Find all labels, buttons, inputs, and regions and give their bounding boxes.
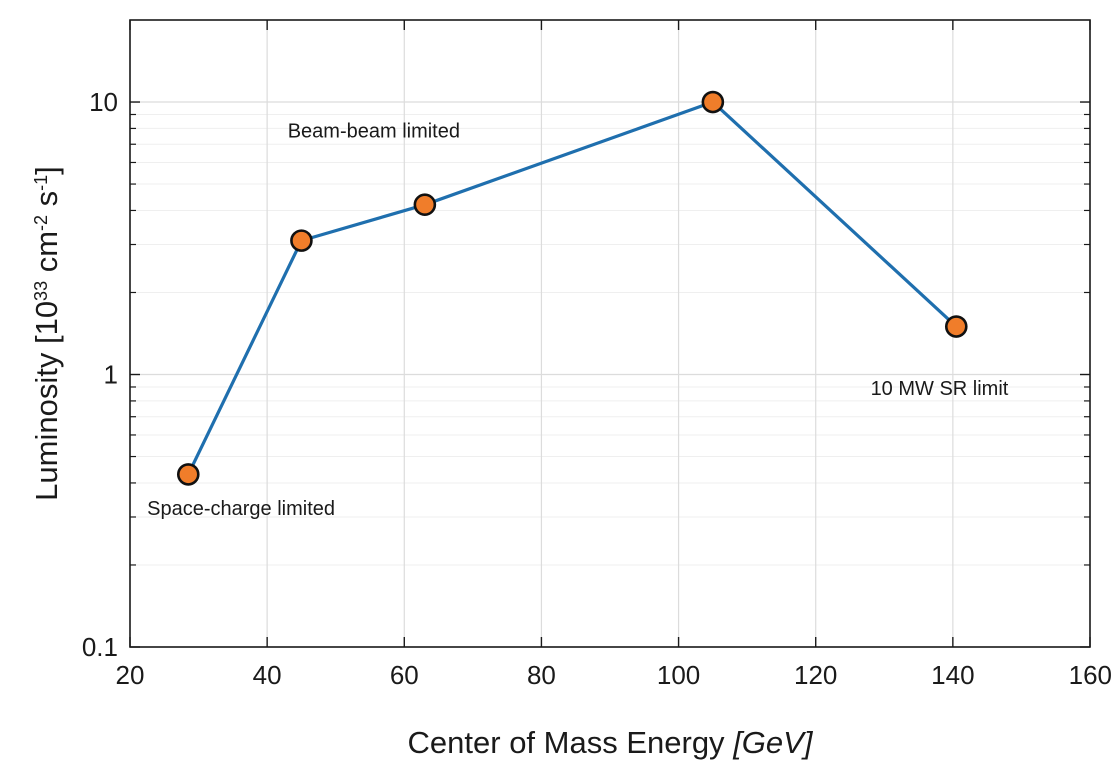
x-axis-title-text: Center of Mass Energy <box>408 725 726 760</box>
data-point <box>413 193 437 216</box>
annotation-label: Beam-beam limited <box>288 121 460 143</box>
x-tick-label: 40 <box>253 660 282 690</box>
series-line <box>186 100 958 476</box>
grid <box>129 20 1091 648</box>
y-axis-title-text: Luminosity [10 <box>29 301 64 501</box>
y-tick-label: 0.1 <box>82 632 118 662</box>
x-axis-title: Center of Mass Energy [GeV] <box>408 725 814 760</box>
data-point <box>701 90 725 114</box>
x-tick-label: 100 <box>657 660 700 690</box>
x-tick-label: 60 <box>390 660 419 690</box>
axis-ticks: 0.1 1 10 20 40 60 80 100 120 140 160 <box>82 20 1112 690</box>
x-axis-title-unit: [GeV] <box>732 725 814 760</box>
y-axis-title-exp1: 33 <box>31 281 51 301</box>
plot-frame <box>129 19 1091 648</box>
y-tick-label: 1 <box>104 360 118 390</box>
x-tick-label: 140 <box>931 660 974 690</box>
y-axis-title-exp2: -2 <box>31 215 51 231</box>
y-axis-title: Luminosity [1033 cm-2 s-1] <box>29 166 64 501</box>
y-tick-label: 10 <box>89 87 118 117</box>
data-point <box>944 315 968 338</box>
y-axis-title-mid: cm <box>29 231 64 281</box>
annotations: Beam-beam limited Space-charge limited 10 … <box>147 121 1009 520</box>
annotation-label: Space-charge limited <box>147 498 335 520</box>
y-axis-title-end: ] <box>29 166 64 175</box>
x-tick-label: 160 <box>1069 660 1112 690</box>
x-tick-label: 20 <box>116 660 145 690</box>
annotation-label: 10 MW SR limit <box>871 378 1009 400</box>
data-series <box>176 90 968 486</box>
y-axis-title-mid2: s <box>29 191 64 215</box>
data-point <box>176 463 200 486</box>
data-point <box>290 229 313 252</box>
x-tick-label: 80 <box>527 660 556 690</box>
y-axis-title-exp3: -1 <box>31 175 51 191</box>
x-tick-label: 120 <box>794 660 837 690</box>
